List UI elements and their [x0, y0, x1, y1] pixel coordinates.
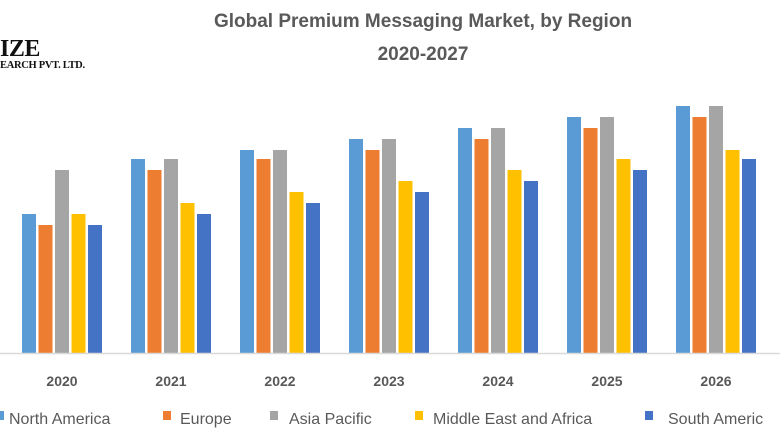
bar-2026-middle-east-and-africa: [725, 150, 740, 353]
x-tick-label: 2025: [591, 373, 622, 389]
bar-2020-south-america: [88, 225, 102, 353]
bar-2025-south-america: [633, 170, 647, 353]
bar-2020-middle-east-and-africa: [71, 214, 86, 353]
bar-2025-middle-east-and-africa: [616, 159, 631, 353]
legend-label: Middle East and Africa: [433, 411, 592, 428]
legend-marker-3: [415, 411, 423, 420]
legend-marker-1: [163, 411, 171, 420]
bar-2023-south-america: [415, 192, 429, 353]
bar-2024-middle-east-and-africa: [507, 170, 522, 353]
logo-subtext: EARCH PVT. LTD.: [0, 60, 85, 71]
x-tick-label: 2020: [46, 373, 77, 389]
bar-2026-south-america: [742, 159, 756, 353]
x-tick-label: 2021: [155, 373, 186, 389]
bar-2024-north-america: [458, 128, 472, 353]
chart-subtitle: 2020-2027: [377, 44, 469, 65]
bar-2025-north-america: [567, 117, 581, 353]
bar-2024-south-america: [524, 181, 538, 353]
bar-2023-north-america: [349, 139, 363, 353]
legend-marker-2: [270, 411, 278, 420]
bar-2023-asia-pacific: [382, 139, 396, 353]
bar-2022-asia-pacific: [273, 150, 287, 353]
x-tick-label: 2022: [264, 373, 295, 389]
legend-marker-0: [0, 411, 4, 420]
bar-2023-middle-east-and-africa: [398, 181, 413, 353]
legend-marker-4: [645, 411, 653, 420]
bar-2022-north-america: [240, 150, 254, 353]
bar-2022-south-america: [306, 203, 320, 353]
x-tick-label: 2023: [373, 373, 404, 389]
bar-2022-europe: [256, 159, 271, 353]
bar-2021-middle-east-and-africa: [180, 203, 195, 353]
bar-2024-europe: [474, 139, 489, 353]
bar-2022-middle-east-and-africa: [289, 192, 304, 353]
bar-2020-asia-pacific: [55, 170, 69, 353]
logo-text: IZE: [0, 36, 40, 62]
legend-label: South Americ: [668, 411, 763, 428]
bar-2024-asia-pacific: [491, 128, 505, 353]
legend-label: North America: [9, 411, 110, 428]
bar-2021-south-america: [197, 214, 211, 353]
bar-2026-asia-pacific: [709, 106, 723, 353]
bar-2021-europe: [147, 170, 162, 353]
bar-2020-north-america: [22, 214, 36, 353]
bar-2026-north-america: [676, 106, 690, 353]
x-tick-label: 2026: [700, 373, 731, 389]
bar-2021-asia-pacific: [164, 159, 178, 353]
legend-label: Europe: [180, 411, 232, 428]
bar-2025-europe: [583, 128, 598, 353]
bar-2021-north-america: [131, 159, 145, 353]
bar-2026-europe: [692, 117, 707, 353]
x-tick-label: 2024: [482, 373, 513, 389]
chart-title: Global Premium Messaging Market, by Regi…: [213, 11, 633, 32]
legend-label: Asia Pacific: [289, 411, 372, 428]
bar-2025-asia-pacific: [600, 117, 614, 353]
bar-2020-europe: [38, 225, 53, 353]
bar-2023-europe: [365, 150, 380, 353]
